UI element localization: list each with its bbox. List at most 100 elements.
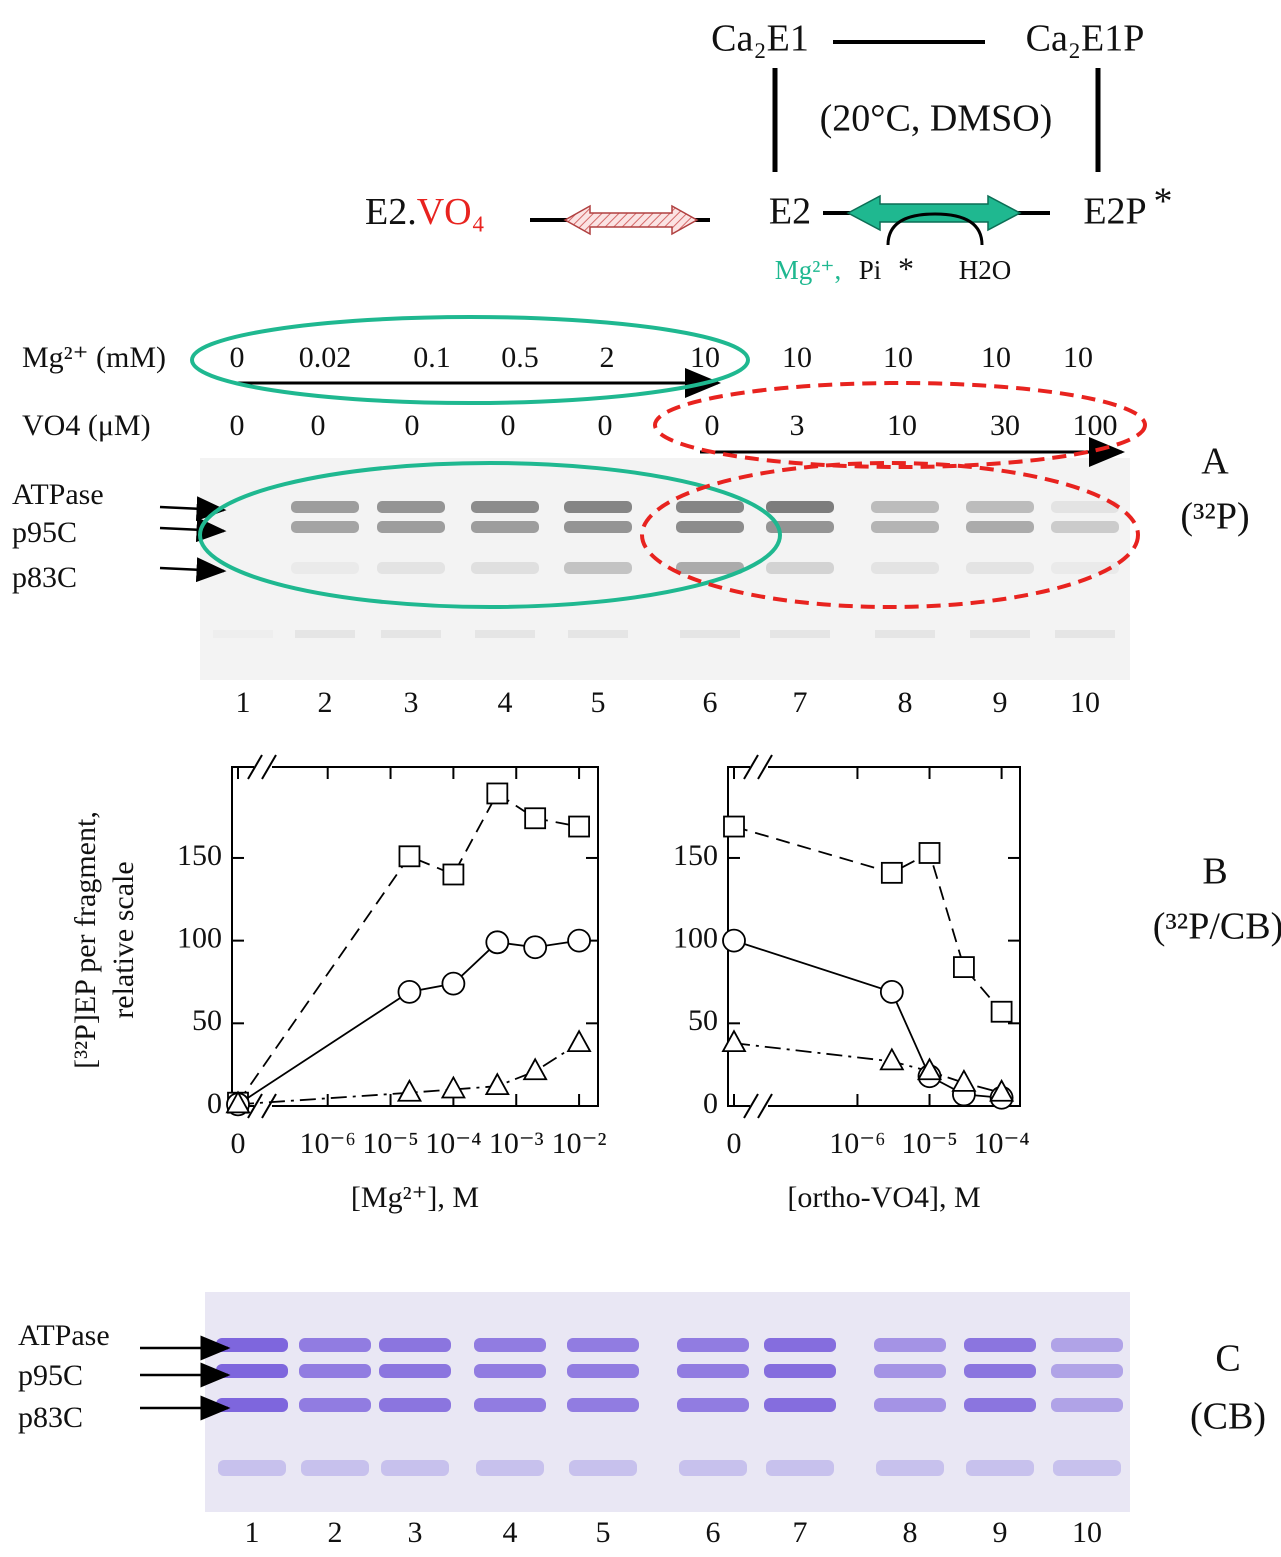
plot-frame (231, 766, 599, 1107)
lane-number: 3 (408, 1516, 423, 1549)
y-axis-label: relative scale (107, 861, 140, 1018)
band-label: p95C (12, 516, 77, 549)
lane-number: 4 (503, 1516, 518, 1549)
lane-number: 2 (328, 1516, 343, 1549)
y-tick-label: 0 (207, 1087, 222, 1120)
band-label: p83C (18, 1401, 83, 1434)
x-tick-label: 10⁻² (552, 1127, 607, 1160)
smear (476, 1460, 544, 1476)
panel-label: C (1215, 1338, 1240, 1380)
band (871, 521, 939, 533)
smear (876, 1460, 944, 1476)
band (567, 1398, 639, 1412)
band (216, 1364, 288, 1378)
ellipses (190, 315, 1147, 609)
x-tick-label: 10⁻⁴ (425, 1127, 481, 1160)
band (964, 1338, 1036, 1352)
panel-note: (³²P) (1180, 496, 1249, 538)
band (966, 501, 1034, 513)
band (871, 501, 939, 513)
marker (397, 979, 422, 1004)
band (471, 501, 539, 513)
smear (569, 1460, 637, 1476)
band (567, 1338, 639, 1352)
marker (990, 1000, 1013, 1023)
y-tick-label: 150 (177, 839, 222, 872)
band-label: p83C (12, 561, 77, 594)
axis-break (261, 754, 277, 780)
marker (723, 815, 745, 838)
state: Ca₂E1 (711, 18, 809, 60)
row-label: Mg²⁺ (mM) (22, 341, 166, 374)
band (766, 501, 834, 513)
band (216, 1398, 288, 1412)
mg-value: 10 (782, 341, 812, 374)
y-tick-label: 50 (192, 1004, 222, 1037)
mg-value: 0.5 (501, 341, 539, 374)
highlight (198, 461, 782, 609)
marker (880, 861, 903, 884)
marker (879, 979, 904, 1004)
smear (1053, 1460, 1121, 1476)
gel-background (200, 458, 1130, 680)
vo4-value: 0 (501, 409, 516, 442)
band (377, 562, 445, 574)
x-tick-label: 0 (231, 1127, 246, 1160)
star: * (1154, 181, 1173, 223)
band (1051, 1398, 1123, 1412)
row-label: VO4 (μM) (22, 409, 151, 442)
scheme: Ca₂E1 Ca₂E1P (20°C, DMSO) E2.VO₄ E2 E2P … (365, 18, 1173, 287)
lane-number: 5 (596, 1516, 611, 1549)
state: E2P (1083, 191, 1146, 233)
marker (568, 815, 590, 838)
marker (485, 930, 510, 955)
lane-number: 7 (793, 686, 808, 719)
band (871, 562, 939, 574)
marker (951, 1068, 977, 1092)
y-tick-label: 0 (703, 1087, 718, 1120)
band (1051, 1338, 1123, 1352)
band (764, 1338, 836, 1352)
lane-number: 3 (404, 686, 419, 719)
band (299, 1338, 371, 1352)
ligand: Mg²⁺, (775, 255, 842, 285)
band (677, 1364, 749, 1378)
marker (722, 928, 746, 953)
gel-c: C (CB) 1 2 3 4 5 6 7 8 9 10 ATPase p95C p83C (18, 1292, 1266, 1549)
band-label: ATPase (12, 478, 104, 511)
highlight (640, 461, 1140, 609)
ligand: H2O (959, 255, 1012, 285)
axis-break (254, 1103, 272, 1109)
smear (381, 1460, 449, 1476)
axis-break (254, 764, 272, 770)
axis-break (743, 754, 759, 780)
vo4-value: 100 (1073, 409, 1118, 442)
band (564, 562, 632, 574)
smear (568, 630, 628, 638)
condition: (20°C, DMSO) (820, 98, 1053, 140)
band (874, 1364, 946, 1378)
gel-a: Mg²⁺ (mM) VO4 (μM) A (³²P) 0 0.02 0.1 0.5 2 1… (12, 341, 1250, 719)
mg-value: 0.1 (413, 341, 451, 374)
lane-number: 4 (498, 686, 513, 719)
band (1051, 521, 1119, 533)
marker (225, 1090, 251, 1114)
marker (524, 807, 547, 830)
marker (398, 845, 421, 868)
band (1051, 501, 1119, 513)
axis-break (247, 754, 263, 780)
y-axis-label: [³²P]EP per fragment, (69, 811, 102, 1069)
lane-number: 8 (898, 686, 913, 719)
band (764, 1364, 836, 1378)
axis-break (757, 1093, 773, 1119)
band (377, 521, 445, 533)
vo4-value: 3 (790, 409, 805, 442)
state: E2 (769, 191, 811, 233)
band (474, 1398, 546, 1412)
smear (966, 1460, 1034, 1476)
band-label: p95C (18, 1359, 83, 1392)
star: * (898, 250, 914, 286)
state-text: VO₄ (417, 191, 485, 233)
smear (875, 630, 935, 638)
axis-break (750, 1103, 768, 1109)
